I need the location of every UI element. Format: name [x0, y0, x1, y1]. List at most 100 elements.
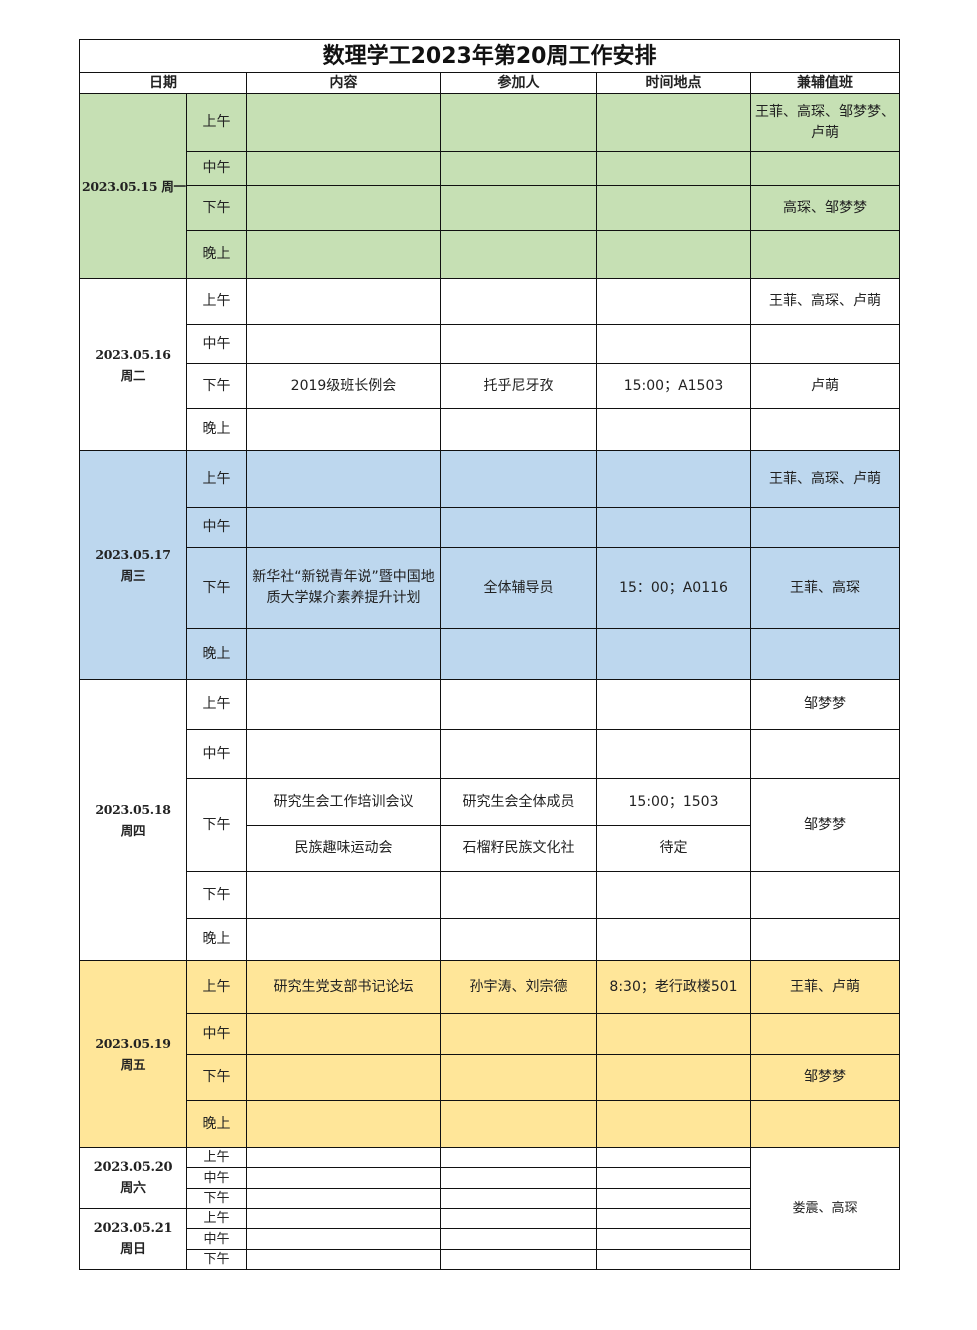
table-row: 2023.05.15 周一 上午 王菲、高琛、邹梦梦、卢萌: [79, 93, 901, 279]
table-row: 2023.05.20 周六 上午 娄震、高琛: [79, 1147, 901, 1270]
duty-cell: 王菲、高琛、卢萌: [749, 278, 901, 325]
participants-cell: [440, 151, 597, 186]
time-slot: 上午: [186, 93, 247, 152]
table-row: 中午: [79, 507, 901, 548]
table-row: 2023.05.16 周二 上午 王菲、高琛、卢萌: [79, 278, 901, 451]
weekday-text: 周日: [120, 1242, 146, 1257]
participants-cell: [440, 278, 597, 325]
time-place-cell: [596, 278, 751, 325]
time-slot: 晚上: [186, 628, 247, 680]
time-slot: 晚上: [186, 1100, 247, 1148]
table-row: 中午: [79, 1013, 901, 1055]
table-row: 晚上: [79, 918, 901, 961]
header-date: 日期: [79, 72, 247, 94]
time-slot: 上午: [186, 1208, 247, 1229]
time-slot: 上午: [186, 960, 247, 1014]
weekday-text: 周六: [120, 1181, 146, 1196]
content-cell: [246, 1249, 441, 1270]
time-slot: 中午: [186, 324, 247, 364]
content-cell: [246, 93, 441, 152]
table-row: 中午: [79, 729, 901, 779]
duty-cell: [749, 324, 901, 364]
duty-cell: [749, 408, 901, 451]
weekday-text: 周五: [120, 1057, 146, 1072]
duty-cell: [749, 628, 901, 680]
content-cell: [246, 230, 441, 279]
time-place-cell: [596, 507, 751, 548]
duty-cell: 王菲、卢萌: [749, 960, 901, 1014]
table-row: 下午: [79, 871, 901, 919]
content-cell: [246, 1167, 441, 1189]
date-cell: 2023.05.18 周四: [79, 679, 187, 961]
table-row: 下午 2019级班长例会 托乎尼牙孜 15:00；A1503 卢萌: [79, 363, 901, 409]
participants-cell: [440, 1208, 597, 1229]
participants-cell: [440, 679, 597, 730]
schedule-table: 数理学工2023年第20周工作安排 日期 内容 参加人 时间地点 兼辅值班 20…: [78, 39, 901, 1270]
duty-cell: 邹梦梦: [749, 778, 901, 872]
participants-cell: [440, 1147, 597, 1168]
time-place-cell: [596, 871, 751, 919]
time-place-cell: [596, 93, 751, 152]
time-place-cell: [596, 450, 751, 508]
date-text: 2023.05.16: [95, 346, 171, 362]
content-cell: [246, 1188, 441, 1209]
date-cell: 2023.05.20 周六: [79, 1147, 187, 1209]
duty-cell: [749, 507, 901, 548]
time-slot: 下午: [186, 1188, 247, 1209]
participants-cell: [440, 507, 597, 548]
participants-cell: [440, 408, 597, 451]
duty-cell: [749, 918, 901, 961]
time-place-cell: 15：00；A0116: [596, 547, 751, 629]
time-place-cell: [596, 1147, 751, 1168]
time-slot: 下午: [186, 363, 247, 409]
weekday-text: 周三: [120, 568, 146, 583]
participants-cell: [440, 729, 597, 779]
duty-cell: 邹梦梦: [749, 679, 901, 730]
time-slot: 下午: [186, 1249, 247, 1270]
content-cell: [246, 1054, 441, 1101]
participants-cell: [440, 450, 597, 508]
time-slot: 上午: [186, 278, 247, 325]
date-text: 2023.05.18: [95, 802, 171, 817]
time-place-cell: 8:30；老行政楼501: [596, 960, 751, 1014]
content-cell: [246, 507, 441, 548]
participants-cell: [440, 1013, 597, 1055]
participants-cell: [440, 1188, 597, 1209]
time-place-cell: [596, 1188, 751, 1209]
content-cell: [246, 1013, 441, 1055]
table-row: 下午 高琛、邹梦梦: [79, 185, 901, 231]
content-cell: [246, 185, 441, 231]
date-cell: 2023.05.17 周三: [79, 450, 187, 680]
time-slot: 中午: [186, 507, 247, 548]
duty-cell: 卢萌: [749, 363, 901, 409]
time-slot: 晚上: [186, 918, 247, 961]
participants-cell: [440, 1228, 597, 1250]
time-slot: 下午: [186, 1054, 247, 1101]
participants-cell: [440, 1054, 597, 1101]
time-place-cell: [596, 1249, 751, 1270]
time-slot: 中午: [186, 1013, 247, 1055]
content-cell: [246, 151, 441, 186]
content-cell: [246, 1228, 441, 1250]
duty-cell: [749, 230, 901, 279]
duty-cell: 邹梦梦: [749, 1054, 901, 1101]
table-row: 晚上: [79, 1100, 901, 1148]
date-text: 2023.05.15: [82, 178, 158, 194]
date-cell: 2023.05.15 周一: [79, 93, 187, 279]
table-row: 中午: [79, 324, 901, 364]
duty-cell: [749, 1100, 901, 1148]
table-row: 中午: [79, 1167, 900, 1189]
content-cell: [246, 1208, 441, 1229]
table-row: 中午: [79, 1228, 900, 1250]
date-text: 2023.05.19: [95, 1036, 171, 1051]
time-place-cell: [596, 408, 751, 451]
time-place-cell: [596, 324, 751, 364]
time-place-cell: [596, 1013, 751, 1055]
time-place-cell: [596, 628, 751, 680]
date-cell: 2023.05.21 周日: [79, 1208, 187, 1270]
time-slot: 下午: [186, 871, 247, 919]
time-slot: 上午: [186, 679, 247, 730]
time-place-cell: [596, 1208, 751, 1229]
time-place-cell: [596, 918, 751, 961]
weekday-text: 周二: [120, 367, 146, 383]
